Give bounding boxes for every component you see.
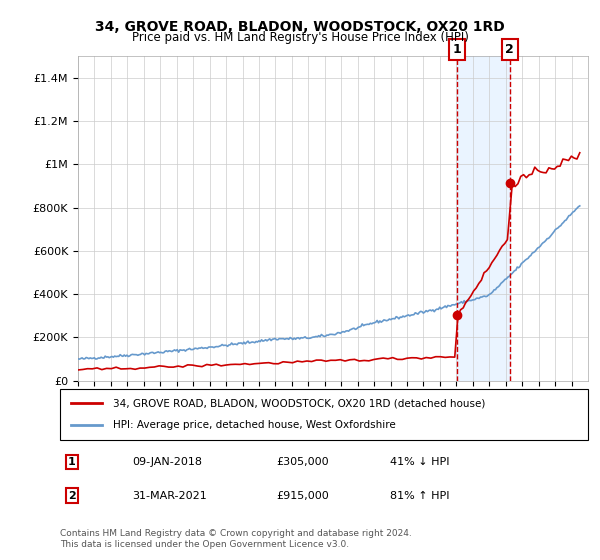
- Text: 2: 2: [68, 491, 76, 501]
- Text: 09-JAN-2018: 09-JAN-2018: [132, 457, 202, 467]
- Text: Price paid vs. HM Land Registry's House Price Index (HPI): Price paid vs. HM Land Registry's House …: [131, 31, 469, 44]
- Text: 1: 1: [452, 43, 461, 56]
- Text: HPI: Average price, detached house, West Oxfordshire: HPI: Average price, detached house, West…: [113, 421, 395, 431]
- Text: £915,000: £915,000: [276, 491, 329, 501]
- Text: 2: 2: [505, 43, 514, 56]
- Text: 41% ↓ HPI: 41% ↓ HPI: [390, 457, 449, 467]
- Bar: [457, 56, 510, 381]
- Text: 34, GROVE ROAD, BLADON, WOODSTOCK, OX20 1RD (detached house): 34, GROVE ROAD, BLADON, WOODSTOCK, OX20 …: [113, 398, 485, 408]
- Text: 81% ↑ HPI: 81% ↑ HPI: [390, 491, 449, 501]
- FancyBboxPatch shape: [60, 389, 588, 440]
- Text: 1: 1: [68, 457, 76, 467]
- Text: Contains HM Land Registry data © Crown copyright and database right 2024.
This d: Contains HM Land Registry data © Crown c…: [60, 529, 412, 549]
- Text: £305,000: £305,000: [276, 457, 329, 467]
- Text: 34, GROVE ROAD, BLADON, WOODSTOCK, OX20 1RD: 34, GROVE ROAD, BLADON, WOODSTOCK, OX20 …: [95, 20, 505, 34]
- Text: 31-MAR-2021: 31-MAR-2021: [132, 491, 207, 501]
